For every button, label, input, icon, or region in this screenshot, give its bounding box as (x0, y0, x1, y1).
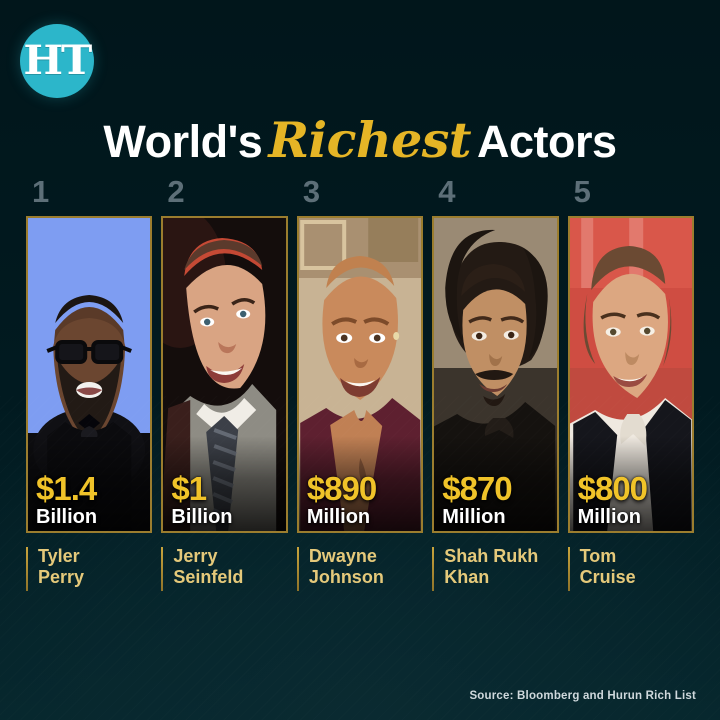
actor-card-1[interactable]: $1.4 Billion (26, 216, 153, 533)
rank-number-1: 1 (32, 174, 50, 209)
source-note: Source: Bloomberg and Hurun Rich List (469, 690, 696, 702)
card-gradient-1 (28, 436, 151, 531)
price-unit-3: Million (306, 506, 371, 528)
name-divider-3 (296, 547, 299, 591)
price-amount-4: $870 (442, 470, 512, 507)
ht-logo-icon: HT (20, 24, 94, 98)
actor-name-5: Tom Cruise (567, 546, 694, 606)
rank-row: 1 2 3 4 5 (26, 176, 694, 210)
name-divider-2 (161, 547, 164, 591)
title-accent-richest: Richest (268, 111, 472, 169)
actor-first-name-2: Jerry (173, 546, 218, 566)
rank-number-3: 3 (302, 174, 321, 209)
actor-card-row: $1.4 Billion (26, 216, 695, 533)
price-amount-2: $1 (171, 470, 207, 507)
price-amount-5: $800 (577, 470, 648, 507)
actor-name-row: Tyler Perry Jerry Seinfeld Dwayne Johnso… (26, 546, 694, 606)
name-divider-5 (567, 547, 570, 591)
actor-name-4: Shah Rukh Khan (432, 546, 558, 606)
actor-last-name-3: Johnson (308, 567, 384, 587)
actor-first-name-1: Tyler (38, 546, 80, 566)
actor-last-name-5: Cruise (579, 567, 636, 587)
actor-card-3[interactable]: $890 Million (296, 216, 424, 533)
price-label-5: $800 Million (577, 470, 648, 528)
name-divider-1 (26, 547, 28, 591)
actor-name-1: Tyler Perry (26, 546, 152, 606)
actor-first-name-4: Shah Rukh (444, 546, 539, 566)
price-label-3: $890 Million (306, 470, 377, 528)
actor-card-5[interactable]: $800 Million (567, 216, 695, 533)
ht-logo: HT (20, 24, 94, 98)
card-gradient-3 (298, 436, 422, 531)
price-amount-3: $890 (306, 470, 377, 507)
price-unit-4: Million (442, 506, 506, 528)
rank-number-2: 2 (167, 174, 185, 209)
actor-first-name-3: Dwayne (308, 546, 377, 566)
page-title: World's Richest Actors (0, 111, 720, 169)
price-amount-1: $1.4 (36, 470, 97, 507)
actor-last-name-4: Khan (444, 567, 490, 587)
title-part-actors: Actors (477, 116, 617, 167)
card-gradient-4 (434, 436, 557, 531)
price-label-2: $1 Billion (171, 472, 232, 527)
rank-number-5: 5 (573, 174, 591, 209)
actor-card-2[interactable]: $1 Billion (161, 216, 288, 533)
card-gradient-5 (569, 436, 693, 531)
ht-logo-text: HT (23, 37, 93, 84)
price-unit-2: Billion (171, 506, 233, 528)
price-unit-1: Billion (36, 506, 98, 528)
actor-name-2: Jerry Seinfeld (161, 546, 287, 606)
title-part-worlds: World's (103, 116, 263, 167)
actor-last-name-2: Seinfeld (173, 567, 244, 587)
actor-card-4[interactable]: $870 Million (432, 216, 559, 533)
actor-first-name-5: Tom (579, 546, 617, 566)
actor-last-name-1: Perry (38, 567, 85, 587)
price-unit-5: Million (577, 506, 641, 528)
name-divider-4 (432, 547, 435, 591)
actor-name-3: Dwayne Johnson (296, 546, 423, 606)
price-label-1: $1.4 Billion (36, 472, 97, 527)
card-gradient-2 (163, 436, 286, 531)
rank-number-4: 4 (438, 174, 456, 209)
price-label-4: $870 Million (442, 470, 512, 528)
